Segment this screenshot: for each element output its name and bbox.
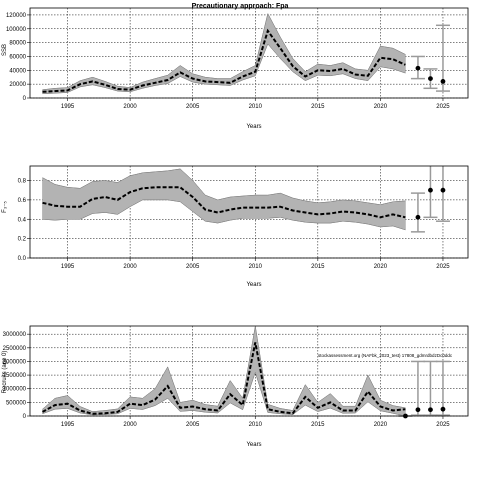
recruits-forecast-point xyxy=(428,407,433,413)
ssb-x-tick-label: 2025 xyxy=(436,104,450,110)
recruits-x-tick-label: 2015 xyxy=(311,422,325,428)
recruits-y-label: Recruits (age 0) xyxy=(2,351,8,394)
chart-title: Precautionary approach: Fpa xyxy=(192,3,289,10)
f-y-tick-label: 0.0 xyxy=(18,256,27,262)
f-ci-band xyxy=(42,168,406,231)
f-forecast-point xyxy=(415,214,421,220)
f-forecast-point xyxy=(440,187,446,193)
f-x-tick-label: 2020 xyxy=(374,264,388,270)
ssb-x-tick-label: 1995 xyxy=(61,104,75,110)
f-ci-lower-line xyxy=(42,199,406,231)
f-plot-frame xyxy=(29,165,469,259)
recruits-forecast-point xyxy=(440,406,446,412)
f-x-tick-label: 2015 xyxy=(311,264,325,270)
ssb-ci-lower-line xyxy=(42,43,406,95)
ssb-x-tick-label: 2010 xyxy=(249,104,263,110)
ssb-y-tick-label: 80000 xyxy=(9,41,26,47)
recruits-x-tick-label: 2005 xyxy=(186,422,200,428)
recruits-ci-upper-line xyxy=(42,325,406,412)
recruits-x-tick-label: 2020 xyxy=(374,422,388,428)
ssb-x-tick-label: 2005 xyxy=(186,104,200,110)
f-y-tick-label: 0.4 xyxy=(18,217,27,223)
ssb-x-tick-label: 2015 xyxy=(311,104,325,110)
recruits-y-tick-label: 500000 xyxy=(6,400,27,406)
recruits-x-tick-label: 1995 xyxy=(61,422,75,428)
f-y-tick-label: 0.2 xyxy=(18,237,27,243)
recruits-y-tick-label: 2500000 xyxy=(3,346,27,352)
ssb-x-tick-label: 2020 xyxy=(374,104,388,110)
ssb-estimate-line xyxy=(42,28,406,93)
ssb-y-tick-label: 20000 xyxy=(9,82,26,88)
f-ci-upper-line xyxy=(42,168,406,205)
ssb-forecast-point xyxy=(428,76,433,82)
f-x-label: Years xyxy=(246,282,261,288)
f-x-tick-label: 2025 xyxy=(436,264,450,270)
f-y-label: F₃₋₅ xyxy=(2,201,8,213)
ssb-y-label: SSB xyxy=(2,44,8,56)
recruits-ci-lower-line xyxy=(42,371,406,417)
recruits-x-label: Years xyxy=(246,442,261,448)
f-y-tick-label: 0.8 xyxy=(18,179,27,185)
recruits-x-tick-label: 2010 xyxy=(249,422,263,428)
f-x-tick-label: 2000 xyxy=(123,264,137,270)
ssb-plot-frame xyxy=(29,7,469,99)
recruits-y-tick-label: 1000000 xyxy=(3,387,27,393)
f-x-tick-label: 1995 xyxy=(61,264,75,270)
f-x-tick-label: 2005 xyxy=(186,264,200,270)
recruits-panel: Years Recruits (age 0) stockassessment.o… xyxy=(2,325,469,448)
ssb-x-tick-label: 2000 xyxy=(123,104,137,110)
recruits-forecast-point xyxy=(415,407,421,413)
recruits-y-tick-label: 2000000 xyxy=(3,359,27,365)
ssb-ci-upper-line xyxy=(42,12,406,90)
ssb-y-tick-label: 0 xyxy=(23,96,27,102)
watermark-text: stockassessment.org (NAFbk_2023_test) 17… xyxy=(318,353,453,358)
recruits-y-tick-label: 3000000 xyxy=(3,332,27,338)
ssb-y-tick-label: 100000 xyxy=(6,27,27,33)
ssb-y-tick-label: 60000 xyxy=(9,54,26,60)
recruits-estimate-line xyxy=(42,342,406,415)
recruits-x-tick-label: 2000 xyxy=(123,422,137,428)
f-x-tick-label: 2010 xyxy=(249,264,263,270)
ssb-forecast-point xyxy=(440,78,446,84)
f-panel: Years F₃₋₅ 1995 2000 2005 2010 2015 2020 2025 0… xyxy=(2,165,469,288)
ssb-x-label: Years xyxy=(246,124,261,130)
ssb-y-tick-label: 120000 xyxy=(6,13,27,19)
f-estimate-line xyxy=(42,186,406,219)
recruits-y-tick-label: 1500000 xyxy=(3,373,27,379)
ssb-y-tick-label: 40000 xyxy=(9,68,26,74)
recruits-x-tick-label: 2025 xyxy=(436,422,450,428)
ssb-forecast-point xyxy=(415,65,421,71)
f-forecast-point xyxy=(428,187,433,193)
ssb-panel: Years SSB 1995 2000 2005 2010 2015 2020 2025 0 2… xyxy=(2,7,469,130)
recruits-plot-frame xyxy=(29,325,469,417)
recruits-y-tick-label: 0 xyxy=(23,414,27,420)
f-y-tick-label: 0.6 xyxy=(18,198,27,204)
